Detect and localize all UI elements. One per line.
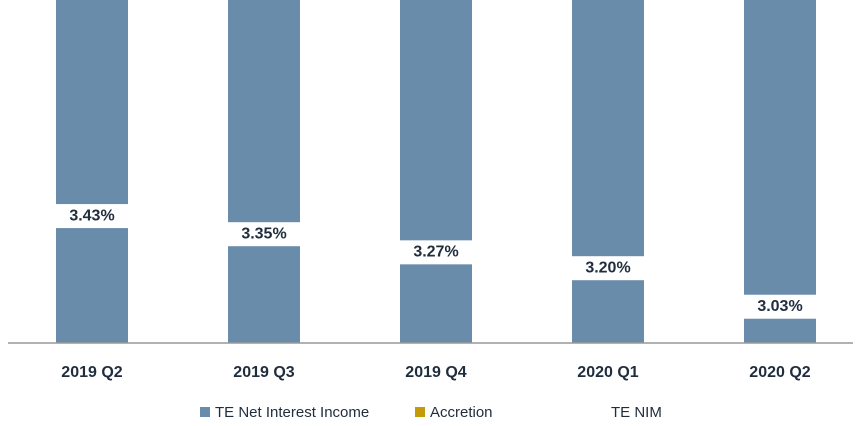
nim-marker [228,222,300,247]
bar-segment [56,0,128,343]
x-tick-label: 2019 Q3 [233,364,294,381]
legend-label: TE NIM [611,404,662,421]
legend-swatch [200,407,210,417]
x-tick-label: 2020 Q2 [749,364,810,381]
nim-label: 3.35% [241,225,286,242]
x-tick-label: 2019 Q4 [405,364,466,381]
bar-segment [228,0,300,343]
nim-marker [400,240,472,265]
x-tick-label: 2020 Q1 [577,364,638,381]
bar-segment [572,0,644,343]
bar-segment [744,0,816,343]
nim-label: 3.27% [413,244,458,261]
nim-label: 3.43% [69,207,114,224]
bar-segment [400,0,472,343]
legend-swatch [415,407,425,417]
nim-marker [56,204,128,229]
nim-label: 3.20% [585,259,630,276]
nim-marker [744,294,816,319]
legend-label: TE Net Interest Income [215,404,369,421]
nim-label: 3.03% [757,298,802,315]
nim-marker [572,256,644,281]
x-tick-label: 2019 Q2 [61,364,122,381]
legend-label: Accretion [430,404,493,421]
